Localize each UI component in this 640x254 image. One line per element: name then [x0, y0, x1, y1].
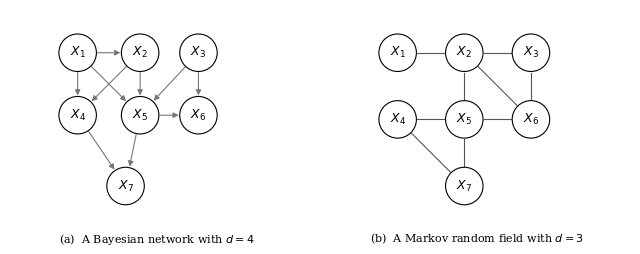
Circle shape	[379, 101, 417, 138]
Text: $X_{4}$: $X_{4}$	[390, 112, 406, 127]
Text: $X_{2}$: $X_{2}$	[132, 45, 148, 60]
Text: $X_{6}$: $X_{6}$	[523, 112, 539, 127]
Circle shape	[445, 34, 483, 71]
Text: $X_{1}$: $X_{1}$	[70, 45, 86, 60]
Circle shape	[180, 34, 217, 71]
Circle shape	[59, 97, 97, 134]
Circle shape	[379, 34, 417, 71]
Circle shape	[512, 34, 550, 71]
Text: $X_{5}$: $X_{5}$	[132, 108, 148, 123]
Text: $X_{6}$: $X_{6}$	[191, 108, 207, 123]
Circle shape	[59, 34, 97, 71]
Circle shape	[512, 101, 550, 138]
Circle shape	[122, 97, 159, 134]
Circle shape	[445, 101, 483, 138]
Text: $X_{3}$: $X_{3}$	[191, 45, 207, 60]
Circle shape	[107, 167, 144, 205]
Text: $X_{7}$: $X_{7}$	[456, 179, 472, 194]
Text: (b)  A Markov random field with $d = 3$: (b) A Markov random field with $d = 3$	[370, 232, 584, 246]
Text: $X_{4}$: $X_{4}$	[70, 108, 86, 123]
Circle shape	[180, 97, 217, 134]
Text: (a)  A Bayesian network with $d = 4$: (a) A Bayesian network with $d = 4$	[59, 232, 255, 247]
Text: $X_{7}$: $X_{7}$	[118, 179, 134, 194]
Text: $X_{3}$: $X_{3}$	[523, 45, 539, 60]
Circle shape	[445, 167, 483, 205]
Text: $X_{2}$: $X_{2}$	[456, 45, 472, 60]
Text: $X_{1}$: $X_{1}$	[390, 45, 406, 60]
Circle shape	[122, 34, 159, 71]
Text: $X_{5}$: $X_{5}$	[456, 112, 472, 127]
